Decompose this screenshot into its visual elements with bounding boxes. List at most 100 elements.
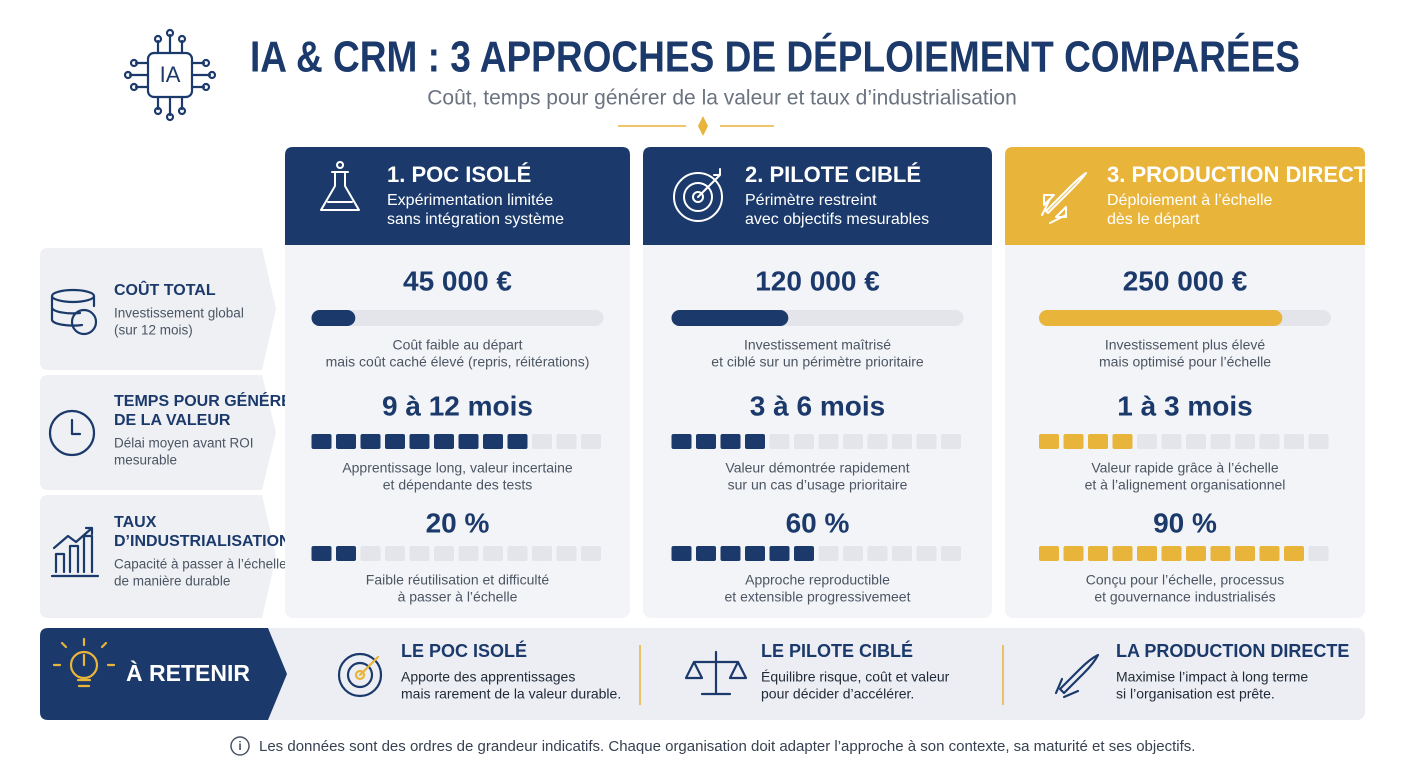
segment (1063, 434, 1084, 449)
column-title: 3. PRODUCTION DIRECTE (1107, 162, 1382, 187)
segment (745, 546, 765, 561)
segment (1112, 546, 1133, 561)
segment (1137, 546, 1157, 561)
segment (745, 434, 765, 449)
target-icon (354, 669, 366, 681)
time-segments (311, 434, 601, 449)
arrow-icon (697, 168, 721, 198)
time-note: sur un cas d’usage prioritaire (728, 477, 908, 493)
industrialisation-value: 90 % (1153, 507, 1217, 538)
segment (360, 546, 381, 561)
segment (818, 434, 839, 449)
segment (458, 434, 479, 449)
segment (311, 434, 332, 449)
cost-bar (311, 310, 356, 326)
segment (532, 546, 552, 561)
segment (1112, 434, 1133, 449)
column-title: 2. PILOTE CIBLÉ (745, 162, 921, 187)
time-value: 3 à 6 mois (750, 390, 885, 421)
info-icon-glyph: i (238, 739, 241, 753)
row-description: Délai moyen avant ROI (114, 436, 254, 451)
flask-icon (320, 161, 360, 211)
segment (336, 546, 356, 561)
column-body (285, 240, 630, 618)
segment (458, 546, 479, 561)
segment (581, 434, 601, 449)
industrialisation-segments (671, 546, 961, 561)
rocket-icon (1041, 172, 1087, 224)
time-segments (1039, 434, 1329, 449)
takeaway-band (40, 628, 1365, 720)
segment (720, 434, 741, 449)
scale-icon (684, 650, 748, 696)
segment (409, 546, 430, 561)
row-title: D’INDUSTRIALISATION (114, 533, 291, 550)
target-icon (673, 172, 723, 222)
segment (434, 546, 454, 561)
industrialisation-note: et gouvernance industrialisés (1094, 589, 1275, 605)
industrialisation-note: Approche reproductible (745, 572, 890, 588)
segment (385, 546, 405, 561)
segment (1063, 546, 1084, 561)
segment (483, 434, 503, 449)
segment (916, 546, 937, 561)
arrow-icon (358, 655, 380, 677)
title: IA & CRM : 3 APPROCHES DE DÉPLOIEMENT CO… (250, 32, 1300, 82)
cost-value: 120 000 € (755, 265, 880, 296)
cost-note: mais coût caché élevé (repris, réitérati… (326, 354, 590, 370)
segment (941, 434, 961, 449)
time-note: Apprentissage long, valeur incertaine (342, 460, 573, 476)
segment (671, 546, 692, 561)
clock-hands (70, 418, 82, 436)
segment (409, 434, 430, 449)
logo-text: IA (160, 62, 181, 87)
time-segments (671, 434, 961, 449)
segment (581, 546, 601, 561)
industrialisation-note: Conçu pour l’échelle, processus (1086, 572, 1284, 588)
row-title: TAUX (114, 514, 157, 531)
target-icon (692, 191, 704, 203)
logo-icon (123, 28, 217, 122)
column-description: sans intégration système (387, 211, 564, 228)
segment (794, 546, 814, 561)
cost-track (311, 310, 604, 326)
segment (360, 434, 381, 449)
target-icon (346, 661, 374, 689)
segment (311, 546, 332, 561)
segment (483, 546, 503, 561)
segment (696, 434, 716, 449)
cost-note: Investissement plus élevé (1105, 337, 1266, 353)
takeaway-item-text: Équilibre risque, coût et valeur (761, 669, 950, 685)
segment (941, 546, 961, 561)
segment (1161, 434, 1182, 449)
segment (385, 434, 405, 449)
segment (532, 434, 552, 449)
takeaway-item-text: si l’organisation est prête. (1116, 686, 1275, 702)
cost-bar (1039, 310, 1283, 326)
coins-icon (50, 288, 96, 327)
row-title: DE LA VALEUR (114, 412, 231, 429)
industrialisation-segments (311, 546, 601, 561)
cost-note: Coût faible au départ (393, 337, 523, 353)
cost-value: 250 000 € (1123, 265, 1248, 296)
segment (843, 546, 863, 561)
clock-icon (48, 409, 96, 457)
segment (1210, 546, 1231, 561)
segment (818, 546, 839, 561)
time-note: et dépendante des tests (383, 477, 532, 493)
segment (1039, 434, 1059, 449)
segment (1235, 434, 1255, 449)
cost-note: mais optimisé pour l’échelle (1099, 354, 1271, 370)
industrialisation-note: Faible réutilisation et difficulté (366, 572, 550, 588)
industrialisation-note: et extensible progressivemeet (725, 589, 911, 605)
takeaway-item-title: LE POC ISOLÉ (401, 640, 527, 661)
row-label-panel (40, 495, 276, 618)
segment (507, 434, 528, 449)
segment (1284, 546, 1304, 561)
industrialisation-value: 20 % (426, 507, 490, 538)
divider-ornament (618, 116, 774, 136)
industrialisation-value: 60 % (786, 507, 850, 538)
column-title: 1. POC ISOLÉ (387, 162, 531, 187)
